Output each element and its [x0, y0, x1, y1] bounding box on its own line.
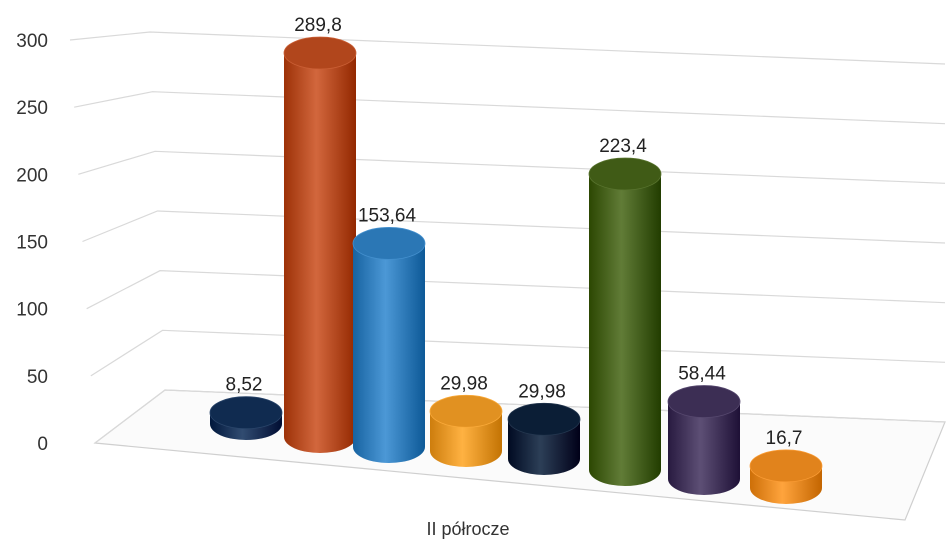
- bar-top: [352, 227, 426, 260]
- bar-top: [667, 385, 741, 418]
- gridline: [78, 150, 946, 184]
- data-label: 8,52: [226, 375, 263, 396]
- bar-body: [284, 53, 356, 453]
- bar: [283, 36, 357, 453]
- category-label: II półrocze: [426, 519, 509, 539]
- bar: [429, 394, 503, 467]
- data-label: 29,98: [440, 373, 488, 394]
- bar: [588, 157, 662, 486]
- bar: [507, 402, 581, 475]
- y-tick-label: 200: [16, 165, 48, 186]
- y-tick-label: 0: [37, 434, 48, 455]
- bar-top: [209, 396, 283, 430]
- data-label: 153,64: [358, 205, 417, 226]
- bar-top: [507, 402, 581, 436]
- bar-body: [668, 401, 740, 495]
- bar-top: [749, 449, 823, 483]
- bar-body: [589, 173, 661, 486]
- gridline: [90, 329, 946, 377]
- bar: [352, 227, 426, 463]
- y-tick-label: 50: [27, 367, 48, 388]
- gridlines: [69, 31, 946, 444]
- data-label: 223,4: [599, 136, 647, 157]
- data-label: 29,98: [518, 381, 566, 402]
- bar: [667, 385, 741, 495]
- bar-top: [588, 157, 662, 191]
- y-tick-label: 150: [16, 233, 48, 254]
- bar: [209, 396, 283, 440]
- data-label: 16,7: [766, 428, 803, 449]
- gridline: [82, 210, 946, 244]
- gridline: [86, 270, 946, 310]
- gridline: [69, 31, 946, 65]
- y-tick-label: 250: [16, 98, 48, 119]
- bar: [749, 449, 823, 504]
- bar-body: [353, 243, 425, 463]
- bar-top: [283, 36, 357, 70]
- y-tick-label: 300: [16, 31, 48, 52]
- y-tick-label: 100: [16, 300, 48, 321]
- data-label: 58,44: [678, 364, 726, 385]
- bar-top: [429, 394, 503, 428]
- data-label: 289,8: [294, 15, 342, 36]
- y-axis-ticks: 0 50 100 150 200 250 300: [16, 31, 48, 455]
- gridline: [74, 91, 946, 125]
- data-labels: 8,52 289,8 153,64 29,98 29,98 223,4 58,44 16,7: [226, 15, 803, 449]
- bars: [209, 36, 823, 504]
